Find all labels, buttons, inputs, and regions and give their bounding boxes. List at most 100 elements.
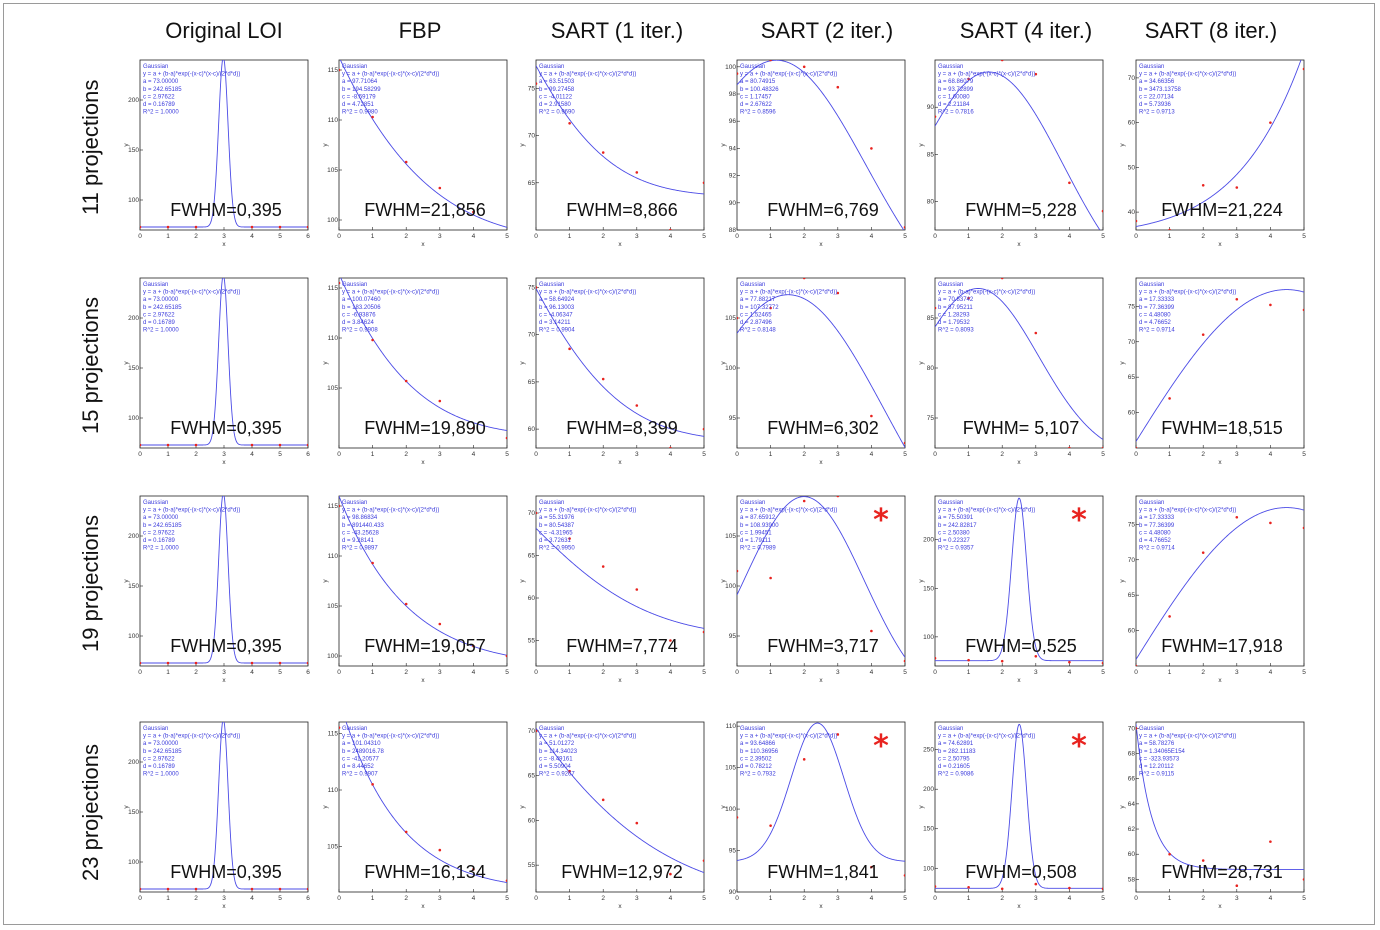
fit-curve (536, 288, 704, 437)
y-axis-label: y (1119, 143, 1126, 147)
data-point (306, 443, 308, 447)
data-point (278, 887, 282, 891)
data-point (1101, 661, 1103, 665)
plot-area (338, 721, 508, 893)
fit-parameter-text: Gaussian (740, 500, 765, 506)
data-point (568, 769, 571, 773)
y-tick-label: 60 (1128, 120, 1136, 127)
fit-parameter-text: Gaussian (342, 500, 367, 506)
x-tick-label: 5 (278, 895, 282, 902)
x-tick-label: 2 (1000, 233, 1004, 240)
plot-svg: 0 1 2 3 4 5 x 90 95 100 105 110 y Gaussian y = a + (b-… (720, 721, 907, 910)
data-point (903, 659, 905, 663)
y-tick-label: 70 (1128, 339, 1136, 346)
fwhm-label: FWHM=5,228 (965, 200, 1077, 220)
fit-curve (536, 727, 704, 874)
y-tick-label: 70 (528, 728, 536, 735)
y-axis-label: y (720, 361, 727, 365)
fit-parameter-text: b = 96.13003 (539, 305, 575, 311)
fit-parameter-text: R^2 = 0.8148 (740, 328, 776, 334)
fit-parameter-text: b = 2489016.78 (342, 749, 385, 755)
y-tick-label: 65 (1128, 592, 1136, 599)
x-axis-label: x (421, 903, 425, 910)
fit-curve (935, 497, 1103, 662)
data-point (1136, 446, 1138, 448)
gaussian-fit-plot: 0 1 2 3 4 5 6 x 100 150 200 y Gaussian y = a + (b-a)*… (123, 58, 310, 248)
x-tick-label: 3 (1034, 669, 1038, 676)
fit-parameter-text: d = 3.84624 (342, 320, 375, 326)
fit-parameter-text: d = 0.16789 (143, 538, 176, 544)
y-axis-label: y (123, 579, 130, 583)
fwhm-label: FWHM=7,774 (566, 636, 678, 656)
data-point (472, 644, 475, 648)
data-point (404, 379, 408, 383)
y-tick-label: 150 (923, 585, 934, 592)
data-point (635, 404, 639, 407)
x-axis-label: x (421, 677, 425, 684)
gaussian-fit-plot: 0 1 2 3 4 5 x 58 60 62 64 66 68 70 y Gaussian y = a + (b… (1119, 720, 1306, 910)
y-tick-label: 65 (528, 773, 536, 780)
plot-area (934, 277, 1104, 449)
y-tick-label: 90 (729, 889, 737, 896)
fit-curve (1136, 60, 1302, 227)
fit-parameter-text: d = 5.50904 (539, 764, 572, 770)
fit-parameter-text: c = -4.01122 (539, 94, 573, 100)
x-tick-label: 3 (635, 233, 639, 240)
data-point (438, 622, 442, 626)
x-tick-label: 3 (836, 451, 840, 458)
y-tick-label: 110 (328, 335, 339, 342)
fit-parameter-text: b = 3473.13758 (1139, 87, 1182, 93)
plot-svg: 0 1 2 3 4 5 x 95 100 105 y Gaussian y = a + (b-a)*ex… (720, 495, 907, 684)
fit-parameter-text: b = 242.65185 (143, 749, 182, 755)
y-tick-label: 85 (927, 151, 935, 158)
y-axis-label: y (123, 361, 130, 365)
x-tick-label: 3 (222, 451, 226, 458)
fit-parameter-text: y = a + (b-a)*exp(-(x-c)*(x-c)/(2*d*d)) (342, 290, 439, 296)
x-tick-label: 6 (306, 669, 310, 676)
y-tick-label: 100 (725, 365, 736, 372)
x-axis-label: x (1218, 241, 1222, 248)
data-point (1000, 278, 1004, 280)
x-tick-label: 4 (250, 669, 254, 676)
y-axis-label: y (720, 805, 727, 809)
y-axis-label: y (1119, 805, 1126, 809)
data-point (1235, 297, 1239, 301)
fit-curve (536, 65, 704, 195)
y-tick-label: 75 (528, 85, 536, 92)
fit-parameter-text: Gaussian (143, 500, 168, 506)
fit-parameter-text: Gaussian (143, 64, 168, 70)
x-tick-label: 2 (802, 669, 806, 676)
x-tick-label: 0 (735, 669, 739, 676)
x-tick-label: 6 (306, 233, 310, 240)
fit-parameter-text: c = 1.60080 (938, 94, 970, 100)
x-tick-label: 2 (404, 451, 408, 458)
x-tick-label: 3 (1034, 233, 1038, 240)
data-point (339, 504, 341, 508)
data-point (1034, 654, 1038, 658)
x-axis-label: x (819, 903, 823, 910)
fit-parameter-text: y = a + (b-a)*exp(-(x-c)*(x-c)/(2*d*d)) (539, 72, 636, 78)
plot-area (1135, 721, 1305, 893)
y-axis-label: y (123, 143, 130, 147)
y-tick-label: 94 (729, 145, 737, 152)
fit-parameter-text: R^2 = 0.7816 (938, 110, 974, 116)
fit-parameter-text: a = 74.62891 (938, 741, 974, 747)
fit-parameter-text: R^2 = 0.9713 (1139, 110, 1175, 116)
data-point (1000, 887, 1004, 891)
fwhm-label: FWHM=0,525 (965, 636, 1077, 656)
data-point (702, 427, 704, 431)
data-point (1269, 521, 1272, 525)
fit-parameter-text: c = 22.07134 (1139, 94, 1175, 100)
fit-parameter-text: y = a + (b-a)*exp(-(x-c)*(x-c)/(2*d*d)) (938, 734, 1035, 740)
plot-svg: 0 1 2 3 4 5 x 75 80 85 y Gaussian y = a + (b-a)*exp(… (918, 277, 1105, 466)
x-tick-label: 5 (505, 451, 509, 458)
y-tick-label: 100 (923, 865, 934, 872)
x-tick-label: 5 (1101, 895, 1105, 902)
data-point (371, 561, 374, 565)
plot-area (1135, 59, 1305, 231)
fit-parameter-text: R^2 = 0.9690 (539, 110, 575, 116)
data-point (1269, 303, 1272, 307)
y-axis-label: y (519, 361, 526, 365)
y-tick-label: 150 (128, 147, 139, 154)
gaussian-fit-plot: 0 1 2 3 4 5 x 65 70 75 y Gaussian y = a + (b-a)*exp(… (519, 58, 706, 248)
